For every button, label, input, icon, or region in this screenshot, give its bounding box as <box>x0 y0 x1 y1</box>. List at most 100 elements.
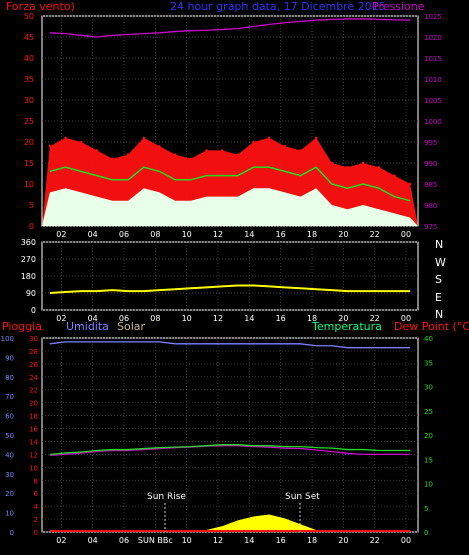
temperature-ytick-label: 30 <box>424 384 433 392</box>
rain-ytick-label: 24 <box>29 374 38 382</box>
humidity-tick-label: 14 <box>244 536 254 545</box>
rain-ytick-label: 30 <box>29 335 38 343</box>
wind-gust-point <box>64 136 67 139</box>
wind-gust-point <box>408 182 412 186</box>
wind-gust-point <box>79 140 83 144</box>
temperature-ytick-label: 0 <box>424 529 428 537</box>
wind-tick-label: 10 <box>182 230 192 239</box>
pressure-ytick-label: 1000 <box>424 118 442 126</box>
wind-gust-point <box>126 153 130 156</box>
dewpoint-line <box>49 445 411 457</box>
pressure-axis-label: Pressione <box>372 0 425 13</box>
wind-ytick-label: 0 <box>29 222 34 231</box>
wind-tick-label: 14 <box>244 230 254 239</box>
wind-tick-label: 22 <box>370 230 380 239</box>
rain-ytick-label: 22 <box>29 387 38 395</box>
pressure-ytick-label: 980 <box>424 202 437 210</box>
temperature-ytick-label: 35 <box>424 359 433 367</box>
rain-ytick-label: 18 <box>29 413 38 421</box>
solar-area <box>42 514 418 532</box>
wind-tick-label: 08 <box>150 230 160 239</box>
wind-gust-point <box>48 145 52 148</box>
wind-gust-point <box>314 136 318 139</box>
pressure-ytick-label: 1025 <box>424 13 442 21</box>
compass-n-bottom: N <box>435 308 443 321</box>
rain-ytick-label: 8 <box>34 477 38 485</box>
pressure-ytick-label: 1005 <box>424 97 442 105</box>
humidity-ytick-label: 0 <box>10 529 14 537</box>
temperature-ytick-label: 20 <box>424 432 433 440</box>
direction-ytick-label: 360 <box>21 238 36 247</box>
humidity-ytick-label: 30 <box>5 471 14 479</box>
humidity-tick-label: 22 <box>370 536 380 545</box>
pressure-ytick-label: 990 <box>424 160 437 168</box>
humidity-tick-label: 16 <box>276 536 286 545</box>
temperature-ytick-label: 10 <box>424 481 433 489</box>
wind-gust-point <box>393 174 396 177</box>
pressure-ytick-label: 1015 <box>424 55 442 63</box>
direction-tick-label: 22 <box>370 314 380 323</box>
wind-min-area <box>42 188 418 226</box>
direction-tick-label: 08 <box>150 314 160 323</box>
wind-gust-point <box>111 157 114 160</box>
rain-axis-label: Pioggia <box>2 320 42 333</box>
wind-tick-label: 12 <box>213 230 223 239</box>
wind-ytick-label: 5 <box>29 201 34 210</box>
humidity-tick-label: 02 <box>56 536 66 545</box>
wind-ytick-label: 35 <box>24 75 34 84</box>
pressure-ytick-label: 985 <box>424 181 437 189</box>
direction-tick-label: 20 <box>338 314 348 323</box>
rain-ytick-label: 28 <box>29 348 38 356</box>
temperature-ytick-label: 25 <box>424 408 433 416</box>
wind-ytick-label: 45 <box>24 33 34 42</box>
humidity-ytick-label: 70 <box>5 393 14 401</box>
pressure-ytick-label: 1010 <box>424 76 442 84</box>
wind-gust-point <box>283 145 287 148</box>
wind-gust-point <box>142 136 146 139</box>
wind-tick-label: 04 <box>88 230 98 239</box>
wind-ytick-label: 10 <box>24 180 34 189</box>
rain-ytick-label: 12 <box>29 451 38 459</box>
rain-ytick-label: 14 <box>29 438 38 446</box>
wind-gust-point <box>236 153 240 156</box>
compass-labels: N W S E N <box>435 238 446 321</box>
direction-tick-label: 18 <box>307 314 317 323</box>
wind-gust-point <box>189 157 193 160</box>
wind-gust-point <box>205 149 208 152</box>
humidity-tick-label: 18 <box>307 536 317 545</box>
humidity-line <box>49 341 411 349</box>
direction-tick-label: 10 <box>182 314 192 323</box>
temperature-line <box>49 444 411 456</box>
direction-tick-label: 00 <box>401 314 411 323</box>
wind-average-line <box>49 166 411 202</box>
humidity-tick-label: 12 <box>213 536 223 545</box>
humidity-ytick-label: 100 <box>1 335 14 343</box>
wind-tick-label: 16 <box>276 230 286 239</box>
pressure-ytick-label: 995 <box>424 139 437 147</box>
rain-ytick-label: 4 <box>34 503 39 511</box>
direction-tick-label: 14 <box>244 314 254 323</box>
direction-ytick-label: 180 <box>21 272 36 281</box>
rain-ytick-label: 6 <box>34 490 39 498</box>
wind-gust-point <box>173 153 177 156</box>
solar-axis-label: Solar <box>117 320 146 333</box>
rain-ytick-label: 20 <box>29 400 38 408</box>
wind-tick-label: 18 <box>307 230 317 239</box>
humidity-tick-label: 00 <box>401 536 411 545</box>
rain-ytick-label: 16 <box>29 426 38 434</box>
dewpoint-axis-label: Dew Point (°C) <box>394 320 469 333</box>
rain-ytick-label: 2 <box>34 516 38 524</box>
humidity-tick-label: SUN BBc <box>138 536 173 545</box>
temperature-axis-label: Temperatura <box>311 320 382 333</box>
wind-ytick-label: 20 <box>24 138 34 147</box>
humidity-ytick-label: 10 <box>5 510 14 518</box>
wind-ytick-label: 15 <box>24 159 34 168</box>
rain-ytick-label: 26 <box>29 361 38 369</box>
wind-tick-label: 00 <box>401 230 411 239</box>
direction-ytick-label: 90 <box>26 289 36 298</box>
wind-gust-point <box>220 149 224 152</box>
direction-tick-label: 12 <box>213 314 223 323</box>
direction-tick-label: 06 <box>119 314 129 323</box>
humidity-axis-label: Umidita <box>66 320 109 333</box>
